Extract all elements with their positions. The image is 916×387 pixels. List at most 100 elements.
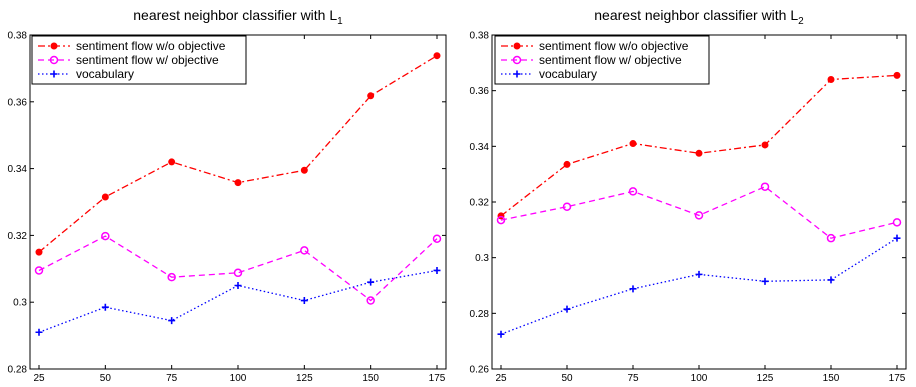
y-tick-label: 0.36 <box>8 97 28 108</box>
y-tick-label: 0.38 <box>470 31 490 42</box>
x-tick-label: 125 <box>757 373 774 384</box>
data-point <box>892 218 902 227</box>
legend-marker <box>513 70 521 78</box>
x-tick-label: 25 <box>33 373 45 384</box>
series-line <box>500 185 898 239</box>
data-point <box>761 141 769 149</box>
series-line <box>500 237 898 335</box>
y-tick-label: 0.32 <box>8 231 28 242</box>
series-1 <box>34 231 442 305</box>
x-tick-label: 125 <box>296 373 313 384</box>
data-point <box>760 182 770 191</box>
data-point <box>233 268 243 278</box>
data-point <box>234 282 242 289</box>
series-0 <box>497 71 901 220</box>
data-point <box>168 317 176 325</box>
x-tick-label: 75 <box>627 373 639 384</box>
chart-title: nearest neighbor classifier with L1 <box>133 7 343 27</box>
legend-label: vocabulary <box>539 67 597 81</box>
data-point <box>101 231 110 241</box>
data-point <box>695 270 703 278</box>
data-point <box>563 160 571 168</box>
data-point <box>234 179 242 187</box>
legend-marker <box>49 55 59 65</box>
data-point <box>496 215 506 225</box>
data-point <box>629 140 637 148</box>
y-tick-label: 0.3 <box>475 253 489 264</box>
legend-label: sentiment flow w/ objective <box>539 53 682 67</box>
y-tick-label: 0.38 <box>8 31 28 42</box>
x-tick-label: 50 <box>100 373 112 384</box>
data-point <box>827 76 835 84</box>
data-point <box>367 278 375 286</box>
x-tick-label: 100 <box>230 373 247 384</box>
data-point <box>35 248 43 256</box>
data-point <box>695 149 703 157</box>
data-point <box>167 272 176 282</box>
series-2 <box>497 234 901 338</box>
legend-label: vocabulary <box>76 67 134 81</box>
legend-box <box>31 35 247 85</box>
x-tick-label: 100 <box>691 373 708 384</box>
data-point <box>300 297 308 305</box>
legend-label: sentiment flow w/o objective <box>76 39 226 53</box>
legend-marker <box>512 55 522 65</box>
data-point <box>827 276 835 284</box>
data-point <box>300 246 309 255</box>
y-tick-label: 0.28 <box>470 309 490 320</box>
plot-area-frame <box>29 34 447 370</box>
chart-panel-l1: nearest neighbor classifier with L1 0.28 0… <box>8 7 447 384</box>
data-point <box>562 202 572 211</box>
data-point <box>563 305 571 313</box>
data-point <box>497 330 505 338</box>
y-tick-label: 0.3 <box>13 298 27 309</box>
y-tick-label: 0.28 <box>8 365 28 376</box>
data-point <box>893 71 901 79</box>
legend-marker <box>50 42 58 50</box>
data-point <box>628 187 638 196</box>
x-tick-label: 150 <box>362 373 379 384</box>
x-tick-label: 25 <box>495 373 507 384</box>
series-2 <box>35 266 441 336</box>
y-tick-label: 0.26 <box>470 365 490 376</box>
data-point <box>629 285 637 293</box>
legend-box <box>494 35 710 85</box>
x-tick-label: 75 <box>166 373 178 384</box>
legend-marker <box>513 42 521 50</box>
x-tick-label: 175 <box>429 373 446 384</box>
data-point <box>300 166 308 174</box>
y-tick-label: 0.32 <box>470 198 490 209</box>
data-point <box>694 211 704 220</box>
data-point <box>168 158 176 166</box>
x-tick-label: 175 <box>889 373 906 384</box>
data-point <box>433 266 441 274</box>
data-point <box>101 303 109 311</box>
data-point <box>34 266 44 275</box>
series-1 <box>496 182 902 243</box>
plot-area-frame <box>491 34 907 370</box>
data-point <box>101 193 109 201</box>
x-tick-label: 50 <box>561 373 573 384</box>
chart-panel-l2: nearest neighbor classifier with L2 0.26 0… <box>470 7 907 384</box>
legend-marker <box>50 70 58 78</box>
x-tick-label: 150 <box>823 373 840 384</box>
data-point <box>432 234 442 243</box>
data-point <box>761 277 769 285</box>
data-point <box>893 234 901 242</box>
data-point <box>35 328 43 336</box>
data-point <box>433 52 441 60</box>
y-tick-label: 0.34 <box>470 142 490 153</box>
series-line <box>38 55 438 253</box>
series-line <box>38 269 438 333</box>
data-point <box>367 92 375 100</box>
data-point <box>826 233 836 243</box>
chart-title: nearest neighbor classifier with L2 <box>594 7 804 27</box>
data-point <box>366 296 375 305</box>
series-line <box>500 74 898 217</box>
y-tick-label: 0.36 <box>470 86 490 97</box>
series-0 <box>35 52 441 256</box>
y-tick-label: 0.34 <box>8 164 28 175</box>
